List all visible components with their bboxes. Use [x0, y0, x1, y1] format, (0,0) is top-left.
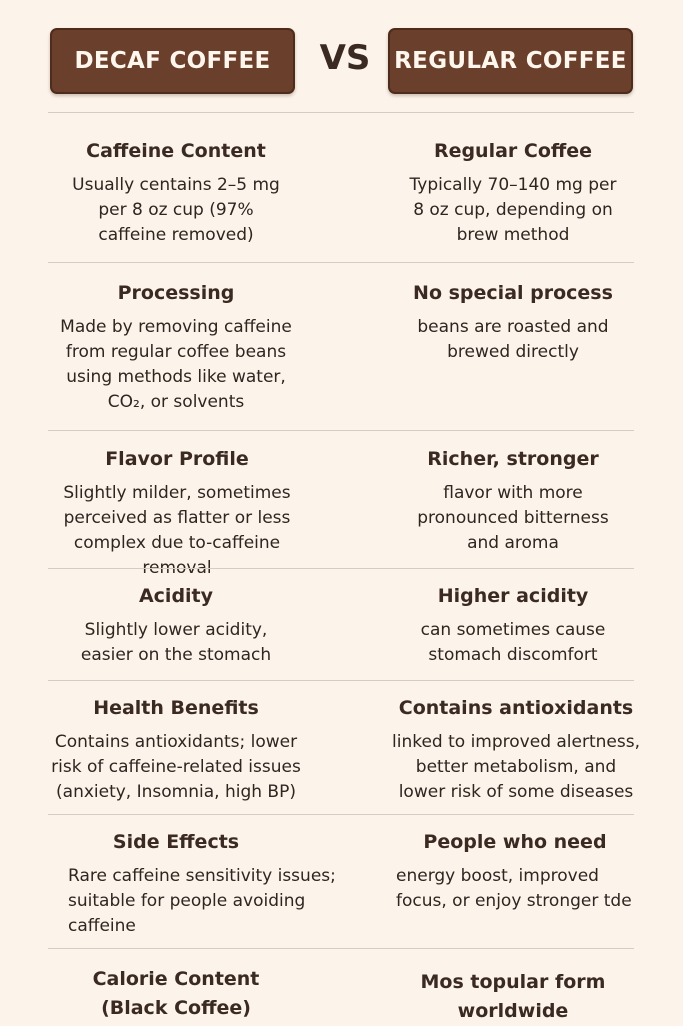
decaf-cell: Processing Made by removing caffeine fro…	[48, 263, 304, 415]
regular-row-description: can sometimes cause stomach discomfort	[420, 620, 606, 665]
comparison-row-processing: Processing Made by removing caffeine fro…	[48, 262, 634, 430]
comparison-row-caffeine-content: Caffeine Content Usually centains 2–5 mg…	[48, 112, 634, 262]
comparison-row-acidity: Acidity Slightly lower acidity, easier o…	[48, 568, 634, 680]
decaf-cell: Flavor Profile Slightly milder, sometime…	[42, 431, 312, 581]
decaf-row-description: Rare caffeine sensitivity issues; suitab…	[68, 866, 336, 936]
decaf-row-title: Health Benefits	[93, 697, 259, 719]
decaf-cell: Health Benefits Contains antioxidants; l…	[48, 681, 304, 805]
regular-row-title: Richer, stronger	[427, 448, 599, 470]
regular-cell: People who need energy boost, improved f…	[388, 815, 642, 914]
regular-cell: Higher acidity can sometimes cause stoma…	[386, 569, 640, 668]
regular-cell: Contains antioxidants linked to improved…	[386, 681, 646, 805]
decaf-row-description: Usually centains 2–5 mg per 8 oz cup (97…	[72, 175, 280, 245]
regular-coffee-label: REGULAR COFFEE	[394, 48, 627, 74]
regular-row-description: energy boost, improved focus, or enjoy s…	[396, 866, 632, 911]
decaf-row-title: Flavor Profile	[105, 448, 249, 470]
decaf-coffee-label: DECAF COFFEE	[74, 48, 271, 74]
decaf-coffee-badge: DECAF COFFEE	[50, 28, 295, 94]
header: DECAF COFFEE VS REGULAR COFFEE	[0, 0, 683, 112]
decaf-cell: Caffeine Content Usually centains 2–5 mg…	[48, 113, 304, 248]
comparison-row-health-benefits: Health Benefits Contains antioxidants; l…	[48, 680, 640, 814]
decaf-cell: Acidity Slightly lower acidity, easier o…	[48, 569, 304, 668]
regular-cell: No special process beans are roasted and…	[386, 263, 640, 365]
decaf-row-description: Slightly lower acidity, easier on the st…	[80, 620, 272, 665]
decaf-row-title: Calorie Content (Black Coffee)	[92, 968, 260, 1019]
decaf-row-description: Slightly milder, sometimes perceived as …	[63, 483, 291, 578]
decaf-row-title: Processing	[117, 282, 235, 304]
comparison-row-flavor-profile: Flavor Profile Slightly milder, sometime…	[48, 430, 634, 578]
regular-cell: Mos topular form worldwide	[386, 949, 640, 1026]
regular-row-description: Typically 70–140 mg per 8 oz cup, depend…	[409, 175, 617, 245]
regular-row-title: Regular Coffee	[433, 140, 593, 162]
decaf-cell: Side Effects Rare caffeine sensitivity i…	[48, 815, 348, 939]
regular-row-description: flavor with more pronounced bitterness a…	[417, 483, 609, 553]
regular-row-title: Higher acidity	[437, 585, 589, 607]
regular-row-description: linked to improved alertness, better met…	[392, 732, 640, 802]
decaf-row-title: Caffeine Content	[86, 140, 266, 162]
regular-row-title: Contains antioxidants	[398, 697, 634, 719]
regular-row-title: Mos topular form worldwide	[420, 971, 606, 1022]
regular-cell: Regular Coffee Typically 70–140 mg per 8…	[386, 113, 640, 248]
vs-label: VS	[319, 38, 371, 78]
regular-row-description: beans are roasted and brewed directly	[417, 317, 609, 362]
decaf-cell: Calorie Content (Black Coffee)	[48, 949, 304, 1023]
comparison-row-calorie-content: Calorie Content (Black Coffee) Mos topul…	[48, 948, 634, 1024]
regular-row-title: People who need	[423, 831, 607, 853]
comparison-row-side-effects: Side Effects Rare caffeine sensitivity i…	[48, 814, 634, 948]
regular-coffee-badge: REGULAR COFFEE	[388, 28, 633, 94]
decaf-row-title: Side Effects	[112, 831, 240, 853]
decaf-row-description: Made by removing caffeine from regular c…	[60, 317, 292, 412]
decaf-row-description: Contains antioxidants; lower risk of caf…	[51, 732, 301, 802]
comparison-table: Caffeine Content Usually centains 2–5 mg…	[48, 112, 640, 1024]
regular-row-title: No special process	[413, 282, 613, 304]
regular-cell: Richer, stronger flavor with more pronou…	[386, 431, 640, 556]
decaf-row-title: Acidity	[138, 585, 214, 607]
